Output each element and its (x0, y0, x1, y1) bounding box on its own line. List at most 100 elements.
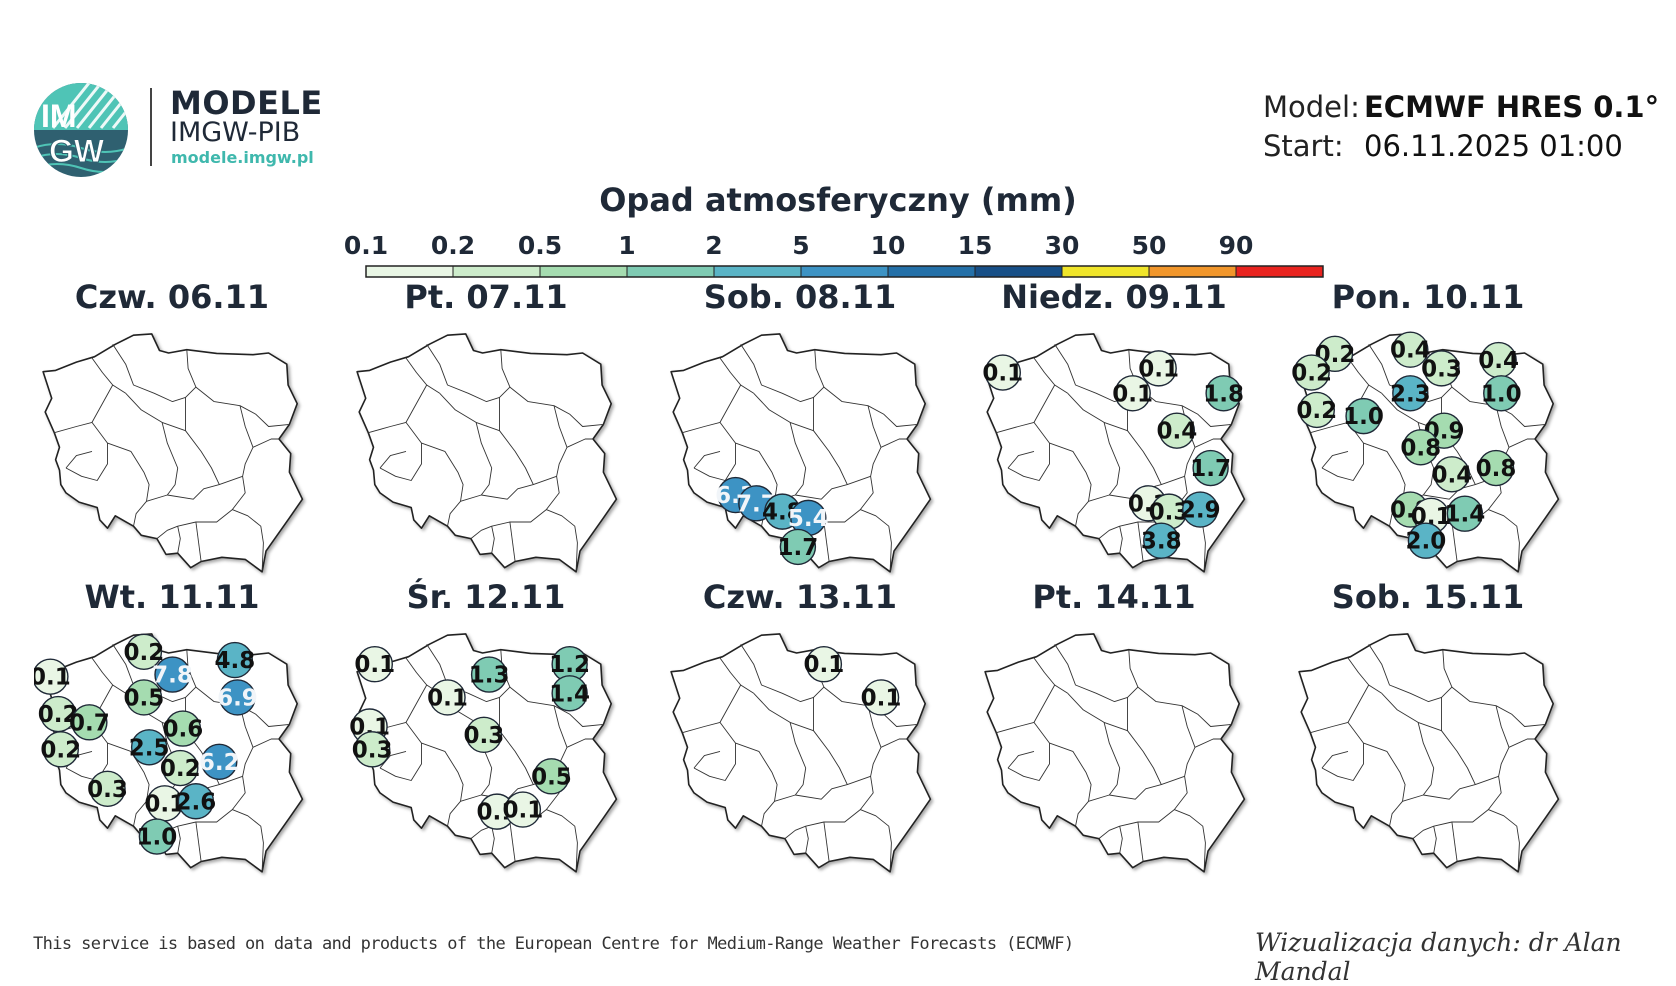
region-border (794, 730, 848, 800)
precip-marker: 0.4 (1389, 331, 1430, 368)
day-label: Czw. 13.11 (702, 578, 898, 616)
precip-marker-circle (779, 528, 816, 566)
precip-marker: 2.9 (1179, 491, 1220, 528)
precip-marker-circle (125, 679, 162, 716)
legend-tick-label: 10 (871, 231, 906, 260)
day-label: Sob. 08.11 (703, 278, 897, 316)
legend-tick-label: 50 (1132, 231, 1167, 260)
precip-marker: 0.1 (427, 679, 467, 716)
precip-marker-circle (200, 743, 237, 781)
precip-marker: 0.1 (982, 354, 1023, 391)
precip-marker: 1.3 (468, 656, 509, 693)
poland-map: 0.10.27.84.80.5 6.90.20.7 0.60.2 2.50.26.20… (33, 633, 303, 873)
legend-swatch (800, 265, 889, 278)
legend-swatch (1235, 265, 1324, 278)
region-border (859, 509, 892, 572)
precip-marker: 0.5 (531, 758, 571, 795)
region-border (508, 521, 516, 562)
region-border (1321, 450, 1348, 469)
precip-marker: 0.4 (1156, 412, 1197, 449)
region-border (438, 392, 500, 432)
region-border (405, 422, 464, 527)
region-border (195, 386, 289, 427)
day-label: Pt. 14.11 (1032, 578, 1196, 616)
precip-marker-value: 5.4 (787, 506, 828, 532)
precip-marker-value: 0.1 (803, 652, 844, 678)
precip-marker: 0.2 (37, 695, 78, 733)
country-outline (41, 333, 303, 573)
precip-marker-value: 0.8 (1475, 456, 1516, 482)
day-label: Pon. 10.11 (1331, 278, 1525, 316)
region-border (425, 344, 510, 403)
region-border (1137, 686, 1231, 727)
precip-marker-circle (1292, 354, 1330, 391)
precip-marker: 2.6 (175, 783, 216, 820)
region-border (1321, 750, 1348, 769)
precip-marker-circle (218, 679, 256, 716)
region-border (1033, 722, 1092, 827)
precip-marker: 4.8 (761, 493, 802, 530)
region-border (1087, 422, 1120, 502)
region-border (1007, 443, 1050, 481)
region-border (752, 692, 814, 732)
region-border (1309, 684, 1369, 734)
region-border (693, 743, 736, 781)
legend-tick-label: 2 (705, 231, 722, 260)
legend-tick-label: 15 (958, 231, 993, 260)
region-border (1508, 438, 1535, 448)
region-border (367, 384, 427, 434)
region-border (1487, 509, 1520, 572)
precipitation-legend: 0.1 0.2 0.5 1 2 5 10 15 30 50 90 (344, 231, 1324, 278)
precip-marker: 0.1 (502, 791, 543, 828)
precip-marker: 4.8 (214, 641, 255, 679)
region-border (1160, 475, 1185, 486)
precip-marker-value: 0.4 (1431, 462, 1472, 488)
region-border (1412, 705, 1509, 839)
country-outline (983, 633, 1245, 873)
precip-marker-value: 0.3 (351, 737, 392, 763)
precip-marker: 0.5 (123, 679, 164, 716)
precip-marker: 0.4 (1431, 456, 1472, 493)
region-border (490, 826, 495, 854)
legend-swatch (1148, 265, 1237, 278)
precip-marker-circle (1298, 391, 1335, 429)
precip-marker: 0.6 (162, 710, 203, 747)
precip-marker-value: 0.5 (123, 685, 164, 711)
region-border (1053, 344, 1138, 403)
precip-marker-circle (1191, 449, 1229, 487)
precip-marker: 0.3 (1421, 350, 1461, 387)
precip-marker-circle (470, 656, 507, 693)
day-label: Sob. 15.11 (1331, 578, 1525, 616)
precip-marker: 0.2 (40, 731, 81, 768)
precip-marker-circle (216, 641, 253, 679)
precip-marker-circle (1391, 375, 1429, 412)
poland-map: 6.37.74.85.41.7 (669, 333, 931, 573)
precip-marker: 1.7 (1190, 449, 1231, 487)
region-border (1066, 692, 1128, 732)
region-border (65, 443, 108, 481)
precip-marker-value: 1.4 (1444, 502, 1485, 528)
precip-marker-value: 0.1 (354, 652, 395, 678)
precip-marker: 1.4 (1444, 495, 1485, 532)
region-border (1321, 443, 1364, 481)
region-border (1118, 526, 1123, 554)
precip-marker-circle (1422, 350, 1460, 387)
region-border (509, 386, 603, 427)
region-border (1136, 821, 1144, 862)
brand-title: MODELE (170, 84, 323, 122)
day-label: Niedz. 09.11 (1001, 278, 1227, 316)
legend-swatch (626, 265, 715, 278)
region-border (846, 775, 871, 786)
precip-marker-value: 6.2 (198, 750, 239, 776)
region-border (1160, 775, 1185, 786)
brand-subtitle: IMGW-PIB (170, 117, 301, 148)
brand-url-link[interactable]: modele.imgw.pl (171, 148, 314, 167)
precip-marker-value: 0.8 (1400, 435, 1441, 461)
precip-marker-value: 0.2 (40, 737, 81, 763)
precip-marker-value: 2.3 (1389, 381, 1430, 407)
precip-marker-circle (532, 758, 570, 795)
visualization-credit: Wizualizacja danych: dr Alan Mandal (1255, 928, 1622, 986)
precip-marker: 0.3 (463, 716, 504, 754)
region-border (880, 438, 907, 448)
poland-map (1297, 633, 1559, 873)
